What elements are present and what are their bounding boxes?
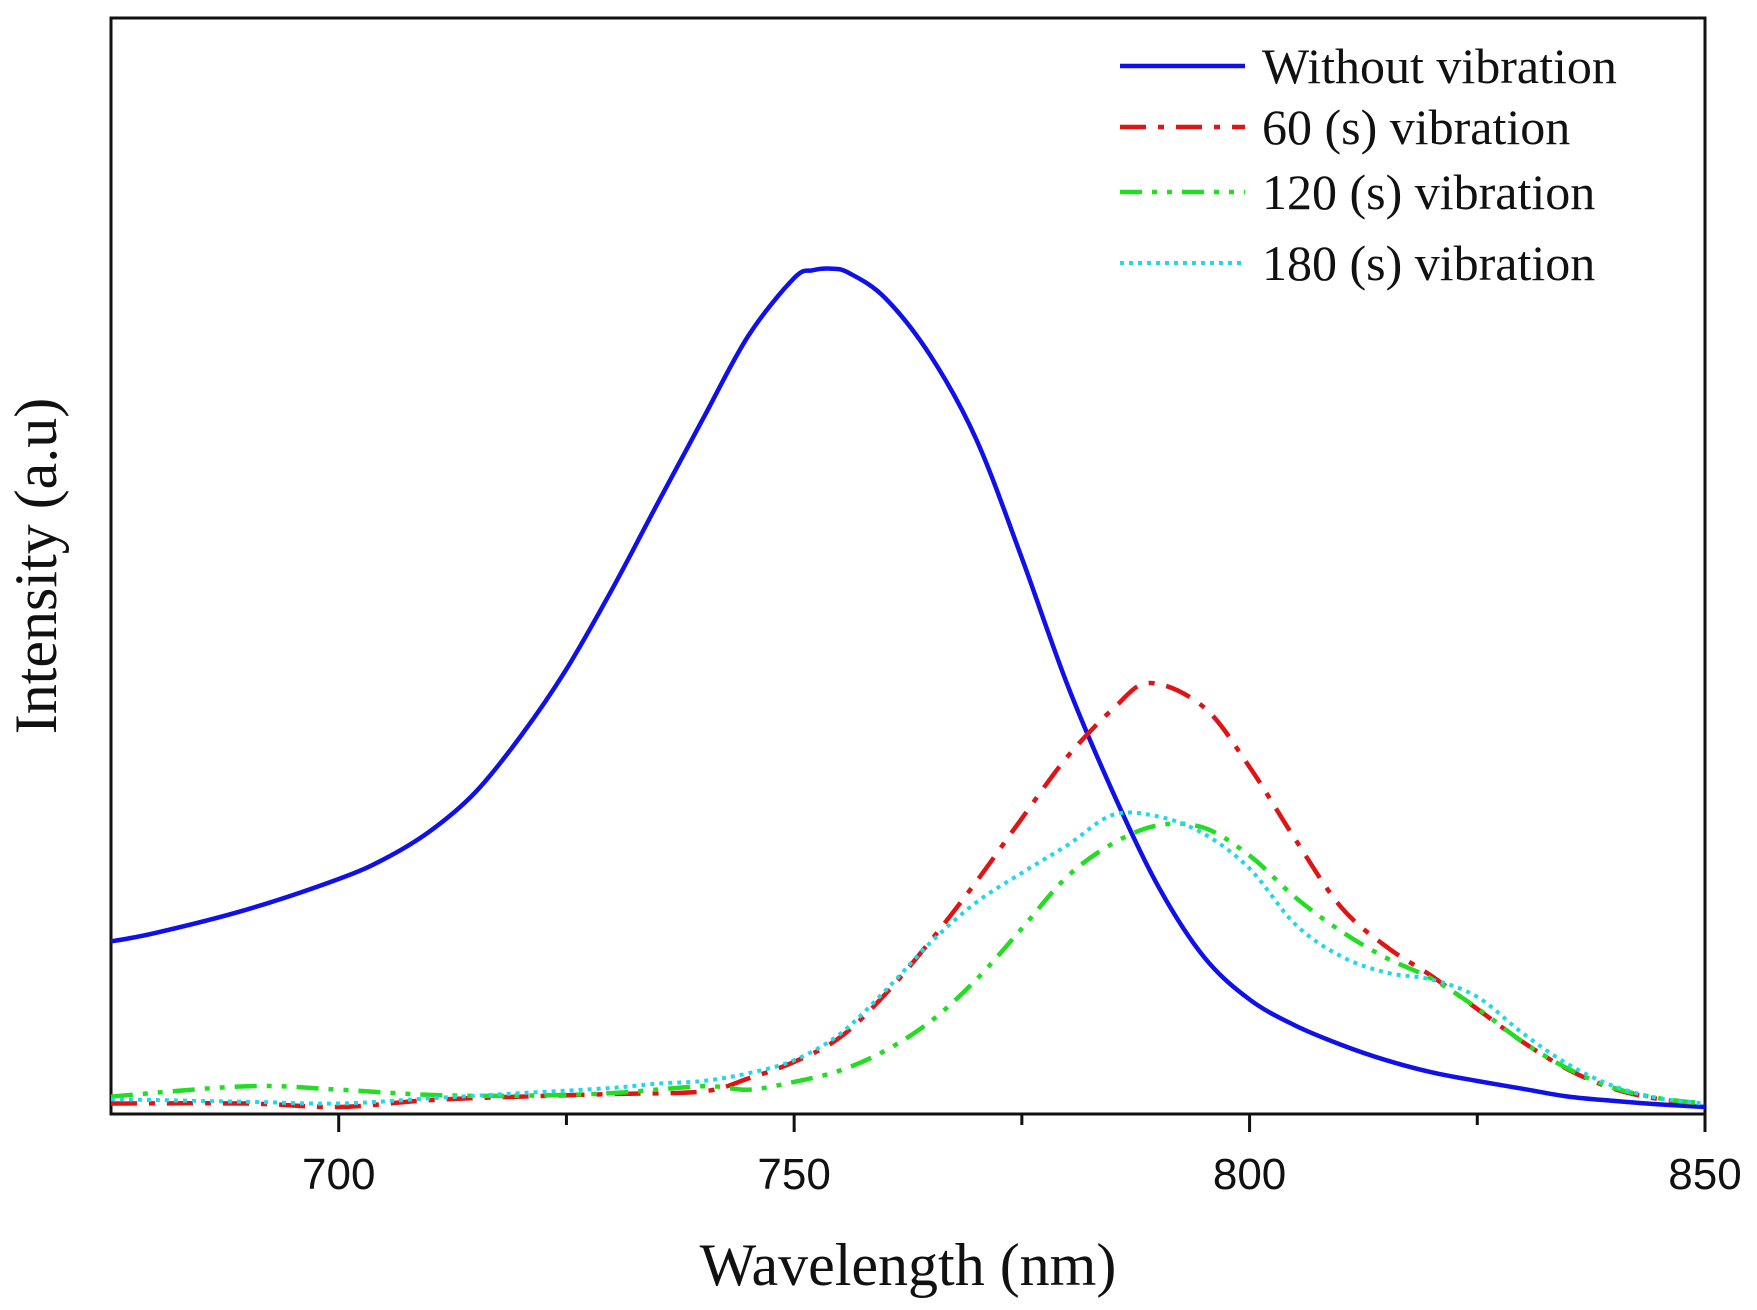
legend-label-2: 60 (s) vibration	[1262, 99, 1570, 155]
plot-frame	[109, 16, 1707, 1116]
legend: Without vibration 60 (s) vibration 120 (s…	[1120, 38, 1617, 291]
x-axis-ticks: 700 750 800 850	[302, 1114, 1742, 1199]
x-tick-label: 800	[1213, 1150, 1286, 1199]
series-line-4	[110, 810, 1706, 1106]
legend-label-3: 120 (s) vibration	[1262, 164, 1595, 220]
legend-label-1: Without vibration	[1262, 38, 1617, 94]
series-layer	[110, 266, 1706, 1110]
x-tick-label: 850	[1668, 1150, 1741, 1199]
x-axis-title: Wavelength (nm)	[700, 1232, 1117, 1298]
series-line-1	[110, 266, 1706, 1110]
legend-label-4: 180 (s) vibration	[1262, 235, 1595, 291]
series-line-2	[110, 680, 1706, 1110]
x-tick-label: 700	[302, 1150, 375, 1199]
x-tick-label: 750	[757, 1150, 830, 1199]
y-axis-title: Intensity (a.u)	[3, 398, 69, 735]
